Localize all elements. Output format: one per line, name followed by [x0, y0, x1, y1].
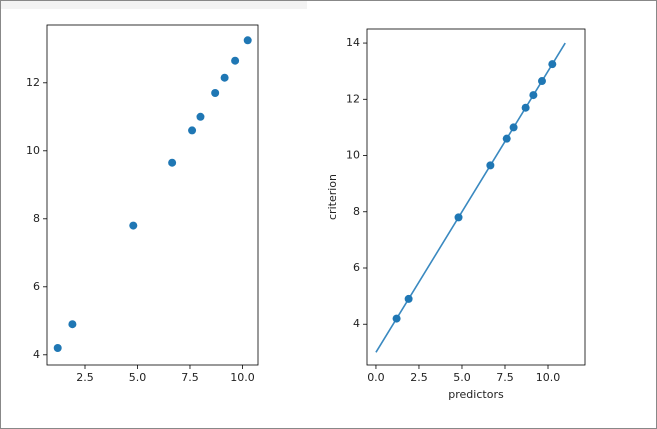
point	[454, 213, 463, 222]
x-tick-label: 2.5	[76, 371, 94, 384]
point	[231, 56, 240, 65]
toolbar-shadow	[1, 1, 307, 9]
point	[537, 77, 546, 86]
point	[211, 89, 220, 97]
point	[404, 294, 413, 303]
y-tick-label: 4	[353, 317, 360, 330]
point	[486, 161, 495, 170]
y-tick-label: 10	[26, 144, 40, 157]
y-tick-label: 10	[346, 149, 360, 162]
point	[529, 91, 538, 100]
x-tick-label: 7.5	[181, 371, 199, 384]
point	[392, 314, 401, 323]
y-tick-label: 14	[346, 36, 360, 49]
y-tick-label: 12	[26, 76, 40, 89]
x-tick-label: 10.0	[536, 371, 561, 384]
point	[196, 112, 205, 121]
point	[502, 134, 511, 143]
point	[188, 126, 197, 135]
x-tick-label: 10.0	[230, 371, 255, 384]
x-axis-label: predictors	[448, 388, 504, 401]
point	[68, 320, 77, 329]
x-tick-label: 5.0	[453, 371, 471, 384]
point	[168, 158, 177, 167]
point	[129, 221, 138, 230]
y-axis-label: criterion	[326, 174, 339, 220]
y-tick-label: 6	[353, 261, 360, 274]
x-tick-label: 7.5	[496, 371, 514, 384]
point	[548, 60, 557, 69]
x-tick-label: 0.0	[367, 371, 385, 384]
y-tick-label: 12	[346, 92, 360, 105]
point	[220, 73, 229, 82]
point	[243, 36, 252, 45]
axes	[46, 24, 259, 366]
x-tick-label: 5.0	[129, 371, 147, 384]
y-tick-label: 8	[33, 212, 40, 225]
point	[509, 123, 518, 132]
y-tick-label: 8	[353, 205, 360, 218]
point	[53, 344, 62, 352]
x-tick-label: 2.5	[410, 371, 428, 384]
axes	[366, 28, 586, 366]
point	[521, 103, 530, 112]
y-tick-label: 6	[33, 280, 40, 293]
y-tick-label: 4	[33, 348, 40, 361]
